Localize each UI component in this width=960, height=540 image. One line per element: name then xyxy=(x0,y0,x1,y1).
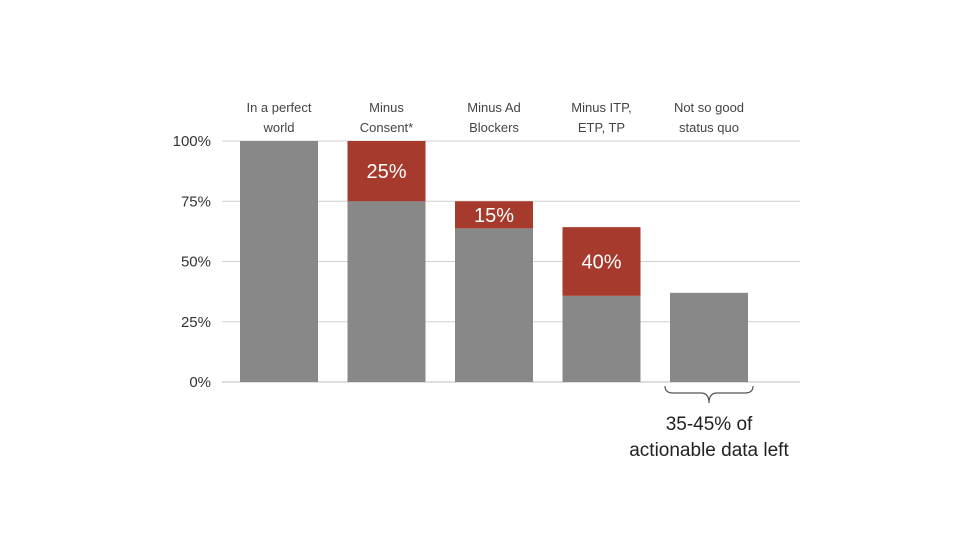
category-label: Blockers xyxy=(469,120,519,135)
bar-segment-4-0 xyxy=(670,292,748,382)
y-tick-label: 75% xyxy=(181,193,211,210)
category-label: ETP, TP xyxy=(578,120,625,135)
category-label: Consent* xyxy=(360,120,413,135)
annotation-text: actionable data left xyxy=(629,440,789,461)
bar-segment-1-0 xyxy=(347,201,426,382)
category-label: Minus ITP, xyxy=(571,100,631,115)
bar-data-label: 15% xyxy=(474,205,514,227)
category-labels: In a perfect world Minus Consent* Minus Ad Bl… xyxy=(246,100,744,135)
bar-segment-2-0 xyxy=(455,228,533,382)
bar-data-label: 40% xyxy=(581,252,621,274)
category-label: Minus xyxy=(369,100,404,115)
bars: 25% 15% 40% xyxy=(240,141,748,382)
category-label: status quo xyxy=(679,120,739,135)
bar-segment-3-1 xyxy=(562,227,641,296)
bar-segment-1-1 xyxy=(347,141,426,202)
bar-data-label: 25% xyxy=(366,161,406,183)
y-tick-label: 50% xyxy=(181,254,211,271)
category-label: world xyxy=(262,120,294,135)
annotation: 35-45% of actionable data left xyxy=(629,385,789,461)
category-label: Minus Ad xyxy=(467,100,520,115)
bar-segment-0-0 xyxy=(240,141,318,382)
y-tick-label: 25% xyxy=(181,314,211,331)
bar-segment-2-1 xyxy=(455,201,533,229)
category-label: In a perfect xyxy=(246,100,311,115)
y-axis-ticks: 0% 25% 50% 75% 100% xyxy=(173,133,211,391)
y-tick-label: 0% xyxy=(189,374,211,391)
y-tick-label: 100% xyxy=(173,133,211,150)
category-label: Not so good xyxy=(674,100,744,115)
annotation-text: 35-45% of xyxy=(666,414,753,435)
curly-brace xyxy=(664,385,754,404)
bar-segment-3-0 xyxy=(562,295,641,382)
